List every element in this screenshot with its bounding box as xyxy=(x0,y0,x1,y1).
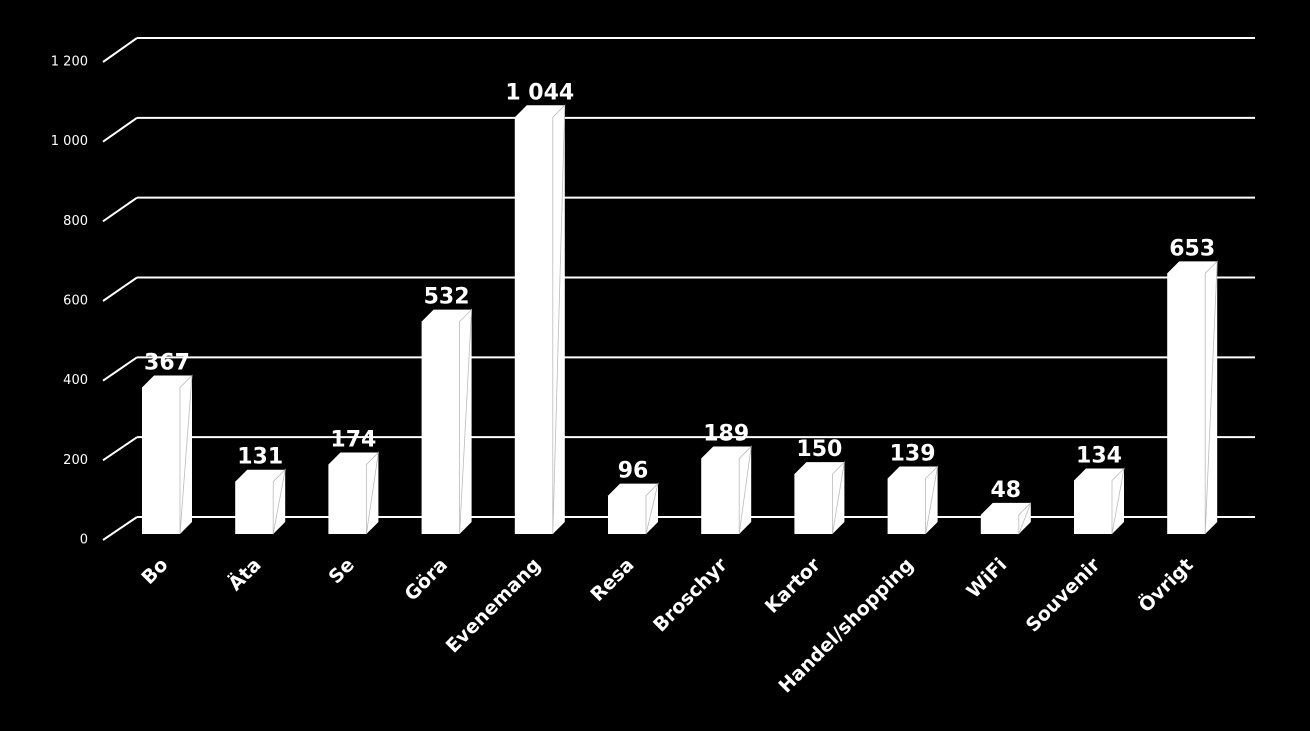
bar-edge xyxy=(738,445,752,535)
grid-line-diagonal xyxy=(102,436,138,462)
bar-edge xyxy=(459,308,473,535)
x-tick-label: Evenemang xyxy=(442,554,546,658)
bar xyxy=(514,105,565,535)
value-label: 131 xyxy=(237,445,283,470)
bar-edge xyxy=(645,482,659,535)
x-tick-label: WiFi xyxy=(962,554,1011,603)
y-tick-label: 0 xyxy=(80,533,88,548)
bar-edge xyxy=(1018,502,1032,535)
x-tick-label: Bo xyxy=(137,554,172,589)
bar xyxy=(794,462,845,534)
bar-edge xyxy=(832,460,846,535)
grid-line-diagonal xyxy=(102,117,138,143)
x-tick-label: Se xyxy=(324,554,358,588)
x-tick-label: Äta xyxy=(223,552,266,595)
value-label: 653 xyxy=(1169,236,1215,261)
value-label: 174 xyxy=(330,428,376,453)
grid-line-diagonal xyxy=(102,37,138,63)
bar-edge xyxy=(272,468,286,535)
value-label: 532 xyxy=(424,285,470,310)
bar xyxy=(887,466,938,534)
x-tick-label: Göra xyxy=(401,554,453,606)
y-tick-label: 200 xyxy=(63,453,88,468)
value-label: 1 044 xyxy=(505,80,574,105)
grid-line-diagonal xyxy=(102,276,138,302)
bar xyxy=(142,375,192,534)
grid-line-diagonal xyxy=(102,356,138,382)
bar-edge xyxy=(552,104,566,535)
bar xyxy=(1074,468,1124,534)
value-label: 150 xyxy=(796,437,842,462)
y-tick-label: 600 xyxy=(63,294,88,309)
bar xyxy=(1167,261,1218,534)
bar-edge xyxy=(179,374,193,535)
bar-edge xyxy=(1111,467,1125,535)
x-tick-label: Övrigt xyxy=(1133,552,1197,616)
x-tick-label: Souvenir xyxy=(1022,553,1105,636)
bar xyxy=(328,452,379,534)
bar xyxy=(421,309,472,534)
value-label: 367 xyxy=(144,351,190,376)
bar xyxy=(608,483,658,534)
bar-edge xyxy=(925,465,939,535)
x-tick-label: Kartor xyxy=(761,553,825,617)
y-tick-label: 800 xyxy=(63,214,88,229)
bar xyxy=(701,446,752,534)
value-label: 189 xyxy=(703,422,749,447)
x-tick-label: Broschyr xyxy=(649,553,732,636)
grid-line-diagonal xyxy=(102,516,138,541)
value-label: 139 xyxy=(890,442,936,467)
bar xyxy=(235,469,286,534)
bar-edge xyxy=(365,451,379,535)
y-tick-label: 1 000 xyxy=(51,134,88,149)
bar-edge xyxy=(1204,260,1218,535)
grid-line-diagonal xyxy=(102,196,138,223)
value-label: 134 xyxy=(1076,444,1122,469)
value-label: 48 xyxy=(990,478,1021,503)
bar xyxy=(980,502,1031,534)
y-tick-label: 400 xyxy=(63,373,88,388)
x-tick-label: Resa xyxy=(586,554,638,606)
y-tick-label: 1 200 xyxy=(51,55,88,70)
value-label: 96 xyxy=(618,459,649,484)
